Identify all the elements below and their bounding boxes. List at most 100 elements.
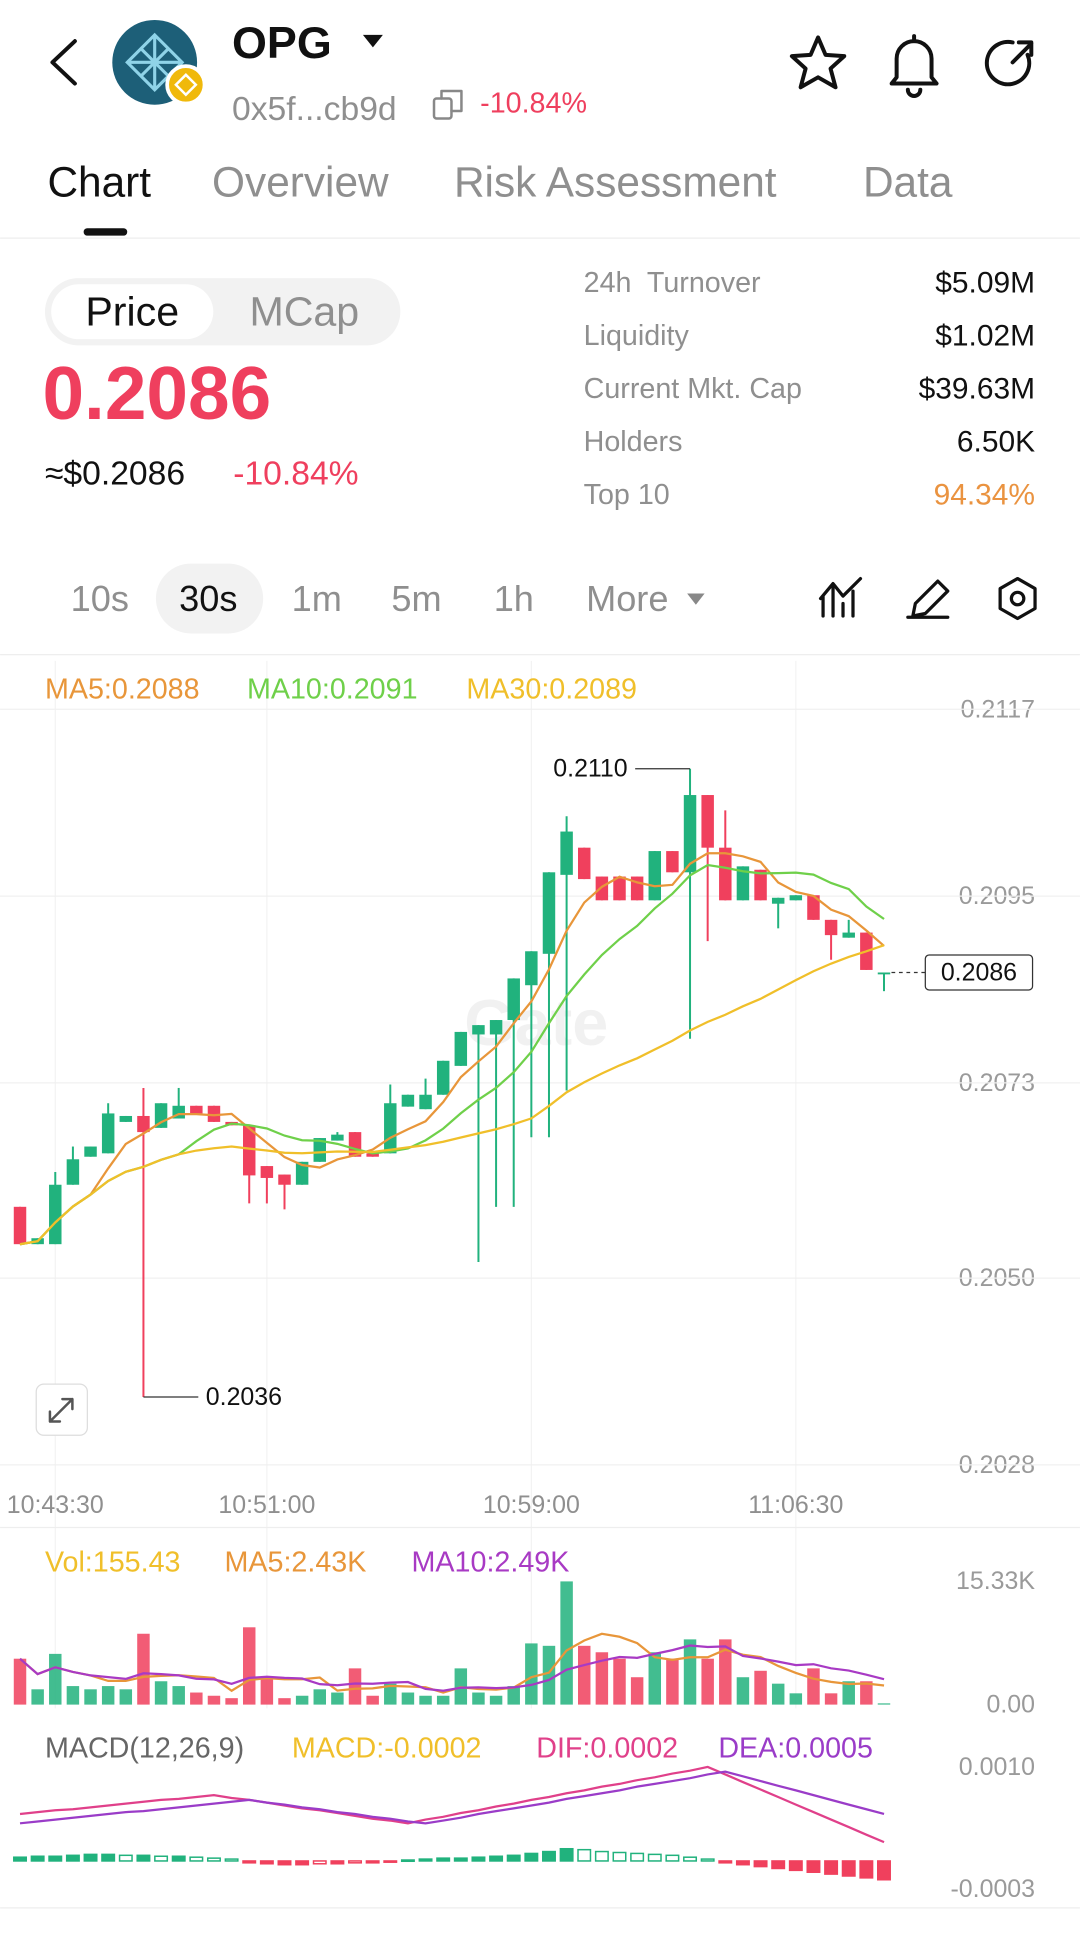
volume-bar bbox=[824, 1693, 838, 1705]
timeframe[interactable]: 1h bbox=[494, 578, 534, 619]
volume-bar bbox=[49, 1653, 62, 1705]
dropdown-icon[interactable] bbox=[362, 34, 383, 48]
annotation: 0.2110 bbox=[553, 755, 627, 783]
tab-indicator bbox=[83, 228, 128, 236]
macd-bar bbox=[718, 1860, 733, 1864]
back-button[interactable] bbox=[50, 39, 77, 86]
candle-body bbox=[66, 1159, 80, 1185]
candle-body bbox=[119, 1115, 133, 1122]
stat-value: $39.63M bbox=[919, 373, 1035, 406]
macd-bar bbox=[312, 1860, 327, 1865]
candle-body bbox=[877, 972, 891, 975]
volume-bar bbox=[860, 1681, 873, 1705]
bell-icon[interactable] bbox=[889, 34, 939, 98]
candle-body bbox=[472, 1025, 485, 1035]
volume-bar bbox=[613, 1658, 626, 1705]
candle-body bbox=[824, 919, 838, 936]
legend-item: MA5:2.43K bbox=[225, 1546, 367, 1578]
candle-body bbox=[295, 1161, 309, 1185]
macd-bar bbox=[753, 1860, 768, 1868]
tab[interactable]: Risk Assessment bbox=[454, 159, 777, 206]
stat-value: $5.09M bbox=[935, 267, 1035, 300]
macd-bar bbox=[824, 1860, 839, 1875]
candle-body bbox=[719, 847, 732, 901]
star-icon[interactable] bbox=[789, 35, 847, 90]
expand-button[interactable] bbox=[35, 1383, 88, 1436]
macd-bar bbox=[841, 1860, 856, 1877]
candle-body bbox=[101, 1113, 115, 1154]
candle-body bbox=[578, 847, 591, 880]
candle-body bbox=[84, 1146, 97, 1157]
volume-bar bbox=[313, 1689, 326, 1705]
indicator-icon[interactable] bbox=[818, 576, 863, 618]
symbol[interactable]: OPG bbox=[232, 17, 332, 68]
more-icon[interactable] bbox=[687, 593, 705, 605]
macd-bar bbox=[506, 1854, 521, 1862]
volume-bar bbox=[436, 1695, 450, 1705]
stat-value: $1.02M bbox=[935, 320, 1035, 353]
candle-body bbox=[842, 932, 855, 938]
volume-bar bbox=[736, 1677, 750, 1705]
macd-bar bbox=[101, 1853, 116, 1862]
stat-label: Liquidity bbox=[584, 320, 690, 352]
macd-bar bbox=[418, 1858, 433, 1862]
macd-bar bbox=[295, 1860, 310, 1866]
toggle-option[interactable]: MCap bbox=[249, 289, 359, 335]
tab[interactable]: Chart bbox=[47, 159, 151, 206]
volume-bar bbox=[472, 1692, 485, 1705]
volume-bar bbox=[419, 1695, 432, 1705]
volume-bar bbox=[242, 1627, 256, 1705]
volume-bar bbox=[560, 1581, 573, 1705]
macd-bar bbox=[489, 1855, 504, 1862]
timeframe[interactable]: 10s bbox=[71, 578, 129, 619]
macd-bar bbox=[700, 1858, 715, 1862]
volume-ma-line bbox=[19, 1644, 885, 1692]
volume-bar bbox=[719, 1639, 732, 1705]
macd-bar bbox=[154, 1855, 169, 1862]
volume-bar bbox=[666, 1658, 679, 1705]
volume-bar bbox=[119, 1689, 133, 1705]
volume-bar bbox=[542, 1645, 556, 1705]
macd-bar bbox=[665, 1854, 680, 1862]
header-change: -10.84% bbox=[480, 87, 587, 119]
share-icon[interactable] bbox=[984, 39, 1034, 87]
candle-body bbox=[807, 895, 820, 920]
candle-body bbox=[560, 831, 573, 875]
macd-bar bbox=[471, 1856, 486, 1862]
macd-bar bbox=[683, 1856, 698, 1862]
candle-body bbox=[313, 1138, 326, 1162]
timeframe[interactable]: 5m bbox=[391, 578, 441, 619]
macd-bar bbox=[277, 1860, 292, 1866]
candle-body bbox=[278, 1174, 291, 1185]
timeframe[interactable]: 1m bbox=[292, 578, 342, 619]
x-tick-label: 10:59:00 bbox=[483, 1491, 580, 1519]
chart: 10:43:30 10:51:00 10:59:00 11:06:300.21170.… bbox=[0, 660, 1080, 1903]
macd-bar bbox=[806, 1860, 821, 1873]
volume-bar bbox=[190, 1692, 203, 1705]
candle-body bbox=[260, 1166, 274, 1178]
legend-item: MA10:0.2091 bbox=[247, 674, 418, 706]
stat-label: 24h Turnover bbox=[584, 267, 761, 299]
macd-bar bbox=[189, 1856, 204, 1862]
timeframe[interactable]: More bbox=[586, 578, 668, 619]
macd-bar bbox=[577, 1848, 592, 1862]
macd-bar bbox=[859, 1860, 874, 1879]
macd-bar bbox=[400, 1859, 415, 1863]
last-price-box bbox=[924, 954, 1034, 991]
candle-body bbox=[384, 1103, 397, 1154]
address: 0x5f...cb9d bbox=[232, 91, 397, 128]
volume-bar bbox=[31, 1689, 44, 1705]
usd-price: ≈$0.2086 bbox=[45, 455, 185, 492]
volume-bar bbox=[525, 1643, 538, 1705]
candle-body bbox=[754, 869, 767, 901]
tab[interactable]: Overview bbox=[212, 159, 389, 206]
toggle-option[interactable]: Price bbox=[85, 289, 179, 335]
tab[interactable]: Data bbox=[863, 159, 953, 206]
macd-bar bbox=[171, 1855, 186, 1862]
timeframe[interactable]: 30s bbox=[179, 578, 237, 619]
settings-icon[interactable] bbox=[998, 576, 1037, 621]
copy-icon[interactable] bbox=[432, 89, 463, 120]
draw-icon[interactable] bbox=[906, 579, 950, 619]
